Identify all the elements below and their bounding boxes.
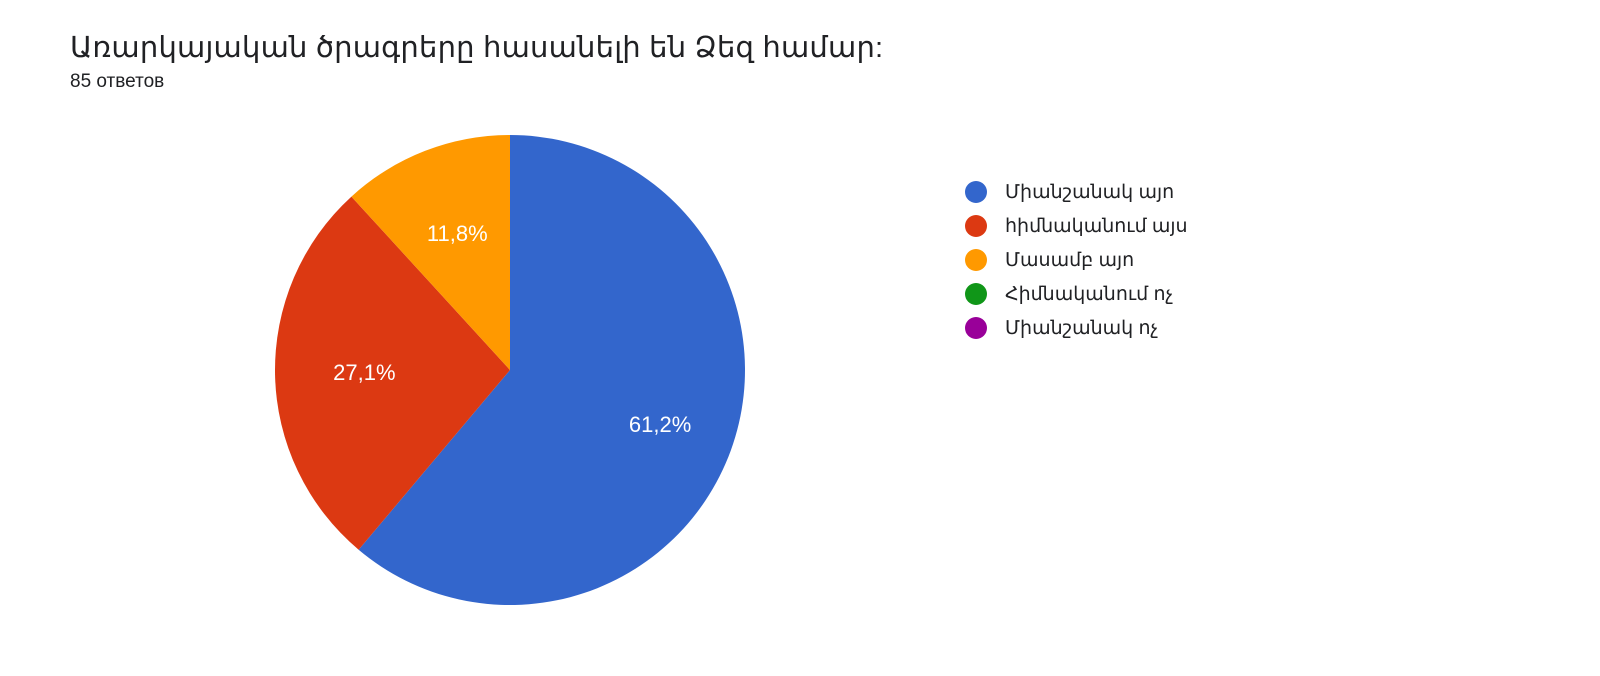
legend-label: հիմնականում այս [1005, 215, 1188, 238]
chart-title: Առարկայական ծրագրերը հասանելի են Ձեզ համ… [70, 30, 1560, 65]
legend-label: Մասամբ այո [1005, 249, 1134, 272]
legend-swatch [965, 249, 987, 271]
slice-label: 27,1% [333, 360, 395, 386]
legend-item[interactable]: Հիմնականում ոչ [965, 277, 1188, 311]
legend-label: Միանշանակ ոչ [1005, 317, 1158, 340]
legend-label: Հիմնականում ոչ [1005, 283, 1173, 306]
response-count: 85 ответов [70, 71, 1560, 93]
legend-swatch [965, 215, 987, 237]
slice-label: 11,8% [427, 221, 488, 247]
legend: Միանշանակ այո հիմնականում այս Մասամբ այո Հի… [965, 175, 1188, 345]
legend-item[interactable]: հիմնականում այս [965, 209, 1188, 243]
legend-swatch [965, 317, 987, 339]
legend-item[interactable]: Միանշանակ այո [965, 175, 1188, 209]
legend-swatch [965, 283, 987, 305]
pie-chart: 61,2% 27,1% 11,8% [270, 130, 750, 610]
chart-container: Առարկայական ծրագրերը հասանելի են Ձեզ համ… [0, 0, 1600, 676]
legend-item[interactable]: Միանշանակ ոչ [965, 311, 1188, 345]
slice-label: 61,2% [629, 412, 691, 438]
legend-label: Միանշանակ այո [1005, 181, 1174, 204]
legend-item[interactable]: Մասամբ այո [965, 243, 1188, 277]
legend-swatch [965, 181, 987, 203]
